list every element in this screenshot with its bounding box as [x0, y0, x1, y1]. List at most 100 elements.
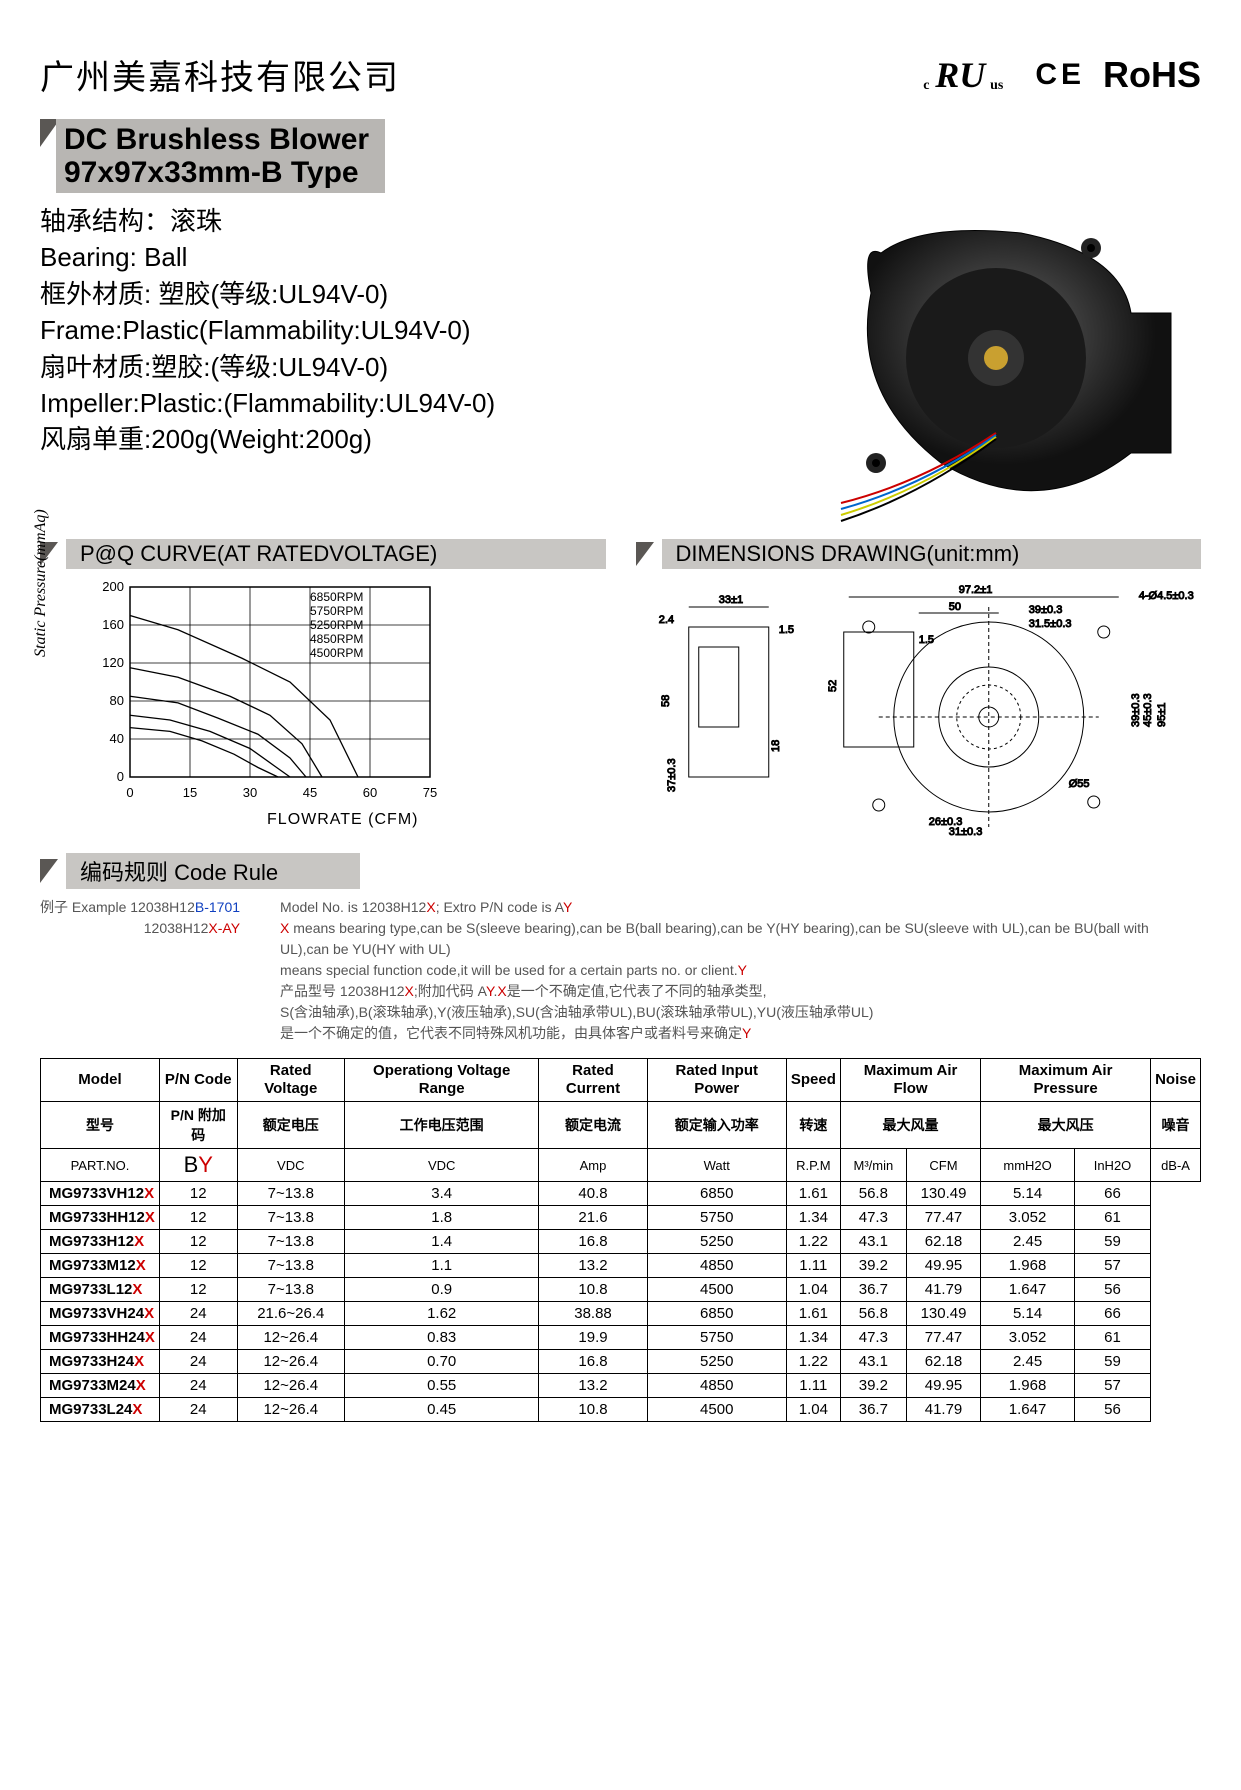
thcn-rc: 额定电流	[539, 1102, 647, 1149]
cell-ovr: 7~13.8	[237, 1278, 344, 1302]
cell-sp: 5750	[647, 1326, 786, 1350]
cell-noise: 57	[1074, 1254, 1150, 1278]
spec-list: 轴承结构：滚珠Bearing: Ball框外材质: 塑胶(等级:UL94V-0)…	[40, 203, 781, 523]
cell-noise: 59	[1074, 1350, 1150, 1374]
cell-rc: 3.4	[344, 1182, 538, 1206]
table-row: MG9733H12X 12 7~13.8 1.4 16.8 5250 1.22 …	[41, 1230, 1201, 1254]
svg-text:75: 75	[423, 785, 437, 800]
cell-ap2: 2.45	[981, 1350, 1075, 1374]
svg-text:Ø55: Ø55	[1068, 778, 1089, 790]
cell-noise: 61	[1074, 1326, 1150, 1350]
cell-model: MG9733L24X	[41, 1398, 160, 1422]
spec-line: 框外材质: 塑胶(等级:UL94V-0)	[40, 276, 781, 312]
cell-noise: 61	[1074, 1206, 1150, 1230]
cell-model: MG9733L12X	[41, 1278, 160, 1302]
thcn-ovr: 工作电压范围	[344, 1102, 538, 1149]
cell-rc: 0.70	[344, 1350, 538, 1374]
thu-part: PART.NO.	[41, 1149, 160, 1182]
cell-ap2: 1.647	[981, 1278, 1075, 1302]
cell-ap1: 130.49	[906, 1302, 980, 1326]
cell-sp: 4500	[647, 1278, 786, 1302]
table-row: MG9733HH12X 12 7~13.8 1.8 21.6 5750 1.34…	[41, 1206, 1201, 1230]
cell-model: MG9733VH12X	[41, 1182, 160, 1206]
thu-vdc2: VDC	[344, 1149, 538, 1182]
thcn-pn: P/N 附加码	[159, 1102, 237, 1149]
cell-rc: 1.8	[344, 1206, 538, 1230]
cell-sp: 5250	[647, 1350, 786, 1374]
cell-ap1: 49.95	[906, 1374, 980, 1398]
pn-y: Y	[198, 1152, 213, 1177]
svg-text:18: 18	[769, 740, 781, 752]
cell-rp: 16.8	[539, 1350, 647, 1374]
cell-rp: 40.8	[539, 1182, 647, 1206]
svg-text:30: 30	[243, 785, 257, 800]
cell-rc: 0.55	[344, 1374, 538, 1398]
cell-rp: 16.8	[539, 1230, 647, 1254]
cell-af1: 1.34	[786, 1206, 840, 1230]
cell-rc: 1.62	[344, 1302, 538, 1326]
cell-noise: 59	[1074, 1230, 1150, 1254]
svg-text:52: 52	[826, 680, 838, 692]
coderule-line: S(含油轴承),B(滚珠轴承),Y(液压轴承),SU(含油轴承带UL),BU(滚…	[280, 1002, 1201, 1023]
thu-amp: Amp	[539, 1149, 647, 1182]
cell-ap1: 41.79	[906, 1398, 980, 1422]
cell-rv: 12	[159, 1230, 237, 1254]
title-line1: DC Brushless Blower	[64, 123, 369, 156]
svg-text:50: 50	[948, 601, 960, 613]
svg-text:95±1: 95±1	[1155, 703, 1167, 727]
thu-vdc1: VDC	[237, 1149, 344, 1182]
title-line2: 97x97x33mm-B Type	[64, 156, 359, 189]
th-sp: Speed	[786, 1059, 840, 1102]
cell-model: MG9733HH24X	[41, 1326, 160, 1350]
cell-noise: 56	[1074, 1278, 1150, 1302]
cell-rp: 13.2	[539, 1374, 647, 1398]
cell-ovr: 12~26.4	[237, 1398, 344, 1422]
example-label: 例子 Example	[40, 899, 126, 915]
table-row: MG9733M12X 12 7~13.8 1.1 13.2 4850 1.11 …	[41, 1254, 1201, 1278]
cell-sp: 5750	[647, 1206, 786, 1230]
coderule-line: X means bearing type,can be S(sleeve bea…	[280, 918, 1201, 960]
table-row: MG9733VH24X 24 21.6~26.4 1.62 38.88 6850…	[41, 1302, 1201, 1326]
cell-model: MG9733M12X	[41, 1254, 160, 1278]
cell-rv: 24	[159, 1350, 237, 1374]
pq-chart-svg: 01530456075040801201602006850RPM5750RPM5…	[80, 577, 440, 807]
pn-b: B	[184, 1152, 199, 1177]
table-row: MG9733M24X 24 12~26.4 0.55 13.2 4850 1.1…	[41, 1374, 1201, 1398]
cell-af1: 1.61	[786, 1182, 840, 1206]
th-pncode: P/N Code	[159, 1059, 237, 1102]
table-header-cn: 型号 P/N 附加码 额定电压 工作电压范围 额定电流 额定输入功率 转速 最大…	[41, 1102, 1201, 1149]
table-row: MG9733L12X 12 7~13.8 0.9 10.8 4500 1.04 …	[41, 1278, 1201, 1302]
spec-line: Bearing: Ball	[40, 239, 781, 275]
spec-line: Impeller:Plastic:(Flammability:UL94V-0)	[40, 385, 781, 421]
cell-ovr: 7~13.8	[237, 1254, 344, 1278]
cell-noise: 66	[1074, 1302, 1150, 1326]
cell-ap2: 5.14	[981, 1302, 1075, 1326]
svg-text:33±1: 33±1	[718, 594, 742, 606]
svg-text:45±0.3: 45±0.3	[1141, 693, 1153, 727]
example2-suffix: X-AY	[208, 920, 240, 936]
cell-rp: 13.2	[539, 1254, 647, 1278]
thcn-rv: 额定电压	[237, 1102, 344, 1149]
svg-text:5250RPM: 5250RPM	[310, 618, 363, 632]
svg-text:4-Ø4.5±0.3: 4-Ø4.5±0.3	[1138, 590, 1193, 602]
thcn-model: 型号	[41, 1102, 160, 1149]
thcn-af: 最大风量	[840, 1102, 980, 1149]
thu-m3: M³/min	[840, 1149, 906, 1182]
cell-ovr: 12~26.4	[237, 1374, 344, 1398]
cell-af2: 39.2	[840, 1374, 906, 1398]
svg-text:160: 160	[102, 617, 124, 632]
cell-af1: 1.11	[786, 1374, 840, 1398]
cell-sp: 4850	[647, 1254, 786, 1278]
dimensions-label: DIMENSIONS DRAWING(unit:mm)	[662, 539, 1202, 569]
pn-code-cell: BY	[159, 1149, 237, 1182]
svg-text:31±0.3: 31±0.3	[948, 826, 982, 837]
svg-text:0: 0	[126, 785, 133, 800]
coderule-body: 例子 Example 12038H12B-1701 12038H12X-AY M…	[40, 897, 1201, 1044]
cell-ap2: 1.968	[981, 1374, 1075, 1398]
svg-text:39±0.3: 39±0.3	[1129, 693, 1141, 727]
svg-text:31.5±0.3: 31.5±0.3	[1028, 618, 1071, 630]
company-name: 广州美嘉科技有限公司	[40, 50, 400, 99]
table-row: MG9733HH24X 24 12~26.4 0.83 19.9 5750 1.…	[41, 1326, 1201, 1350]
cell-rp: 19.9	[539, 1326, 647, 1350]
spec-line: 轴承结构：滚珠	[40, 203, 781, 239]
